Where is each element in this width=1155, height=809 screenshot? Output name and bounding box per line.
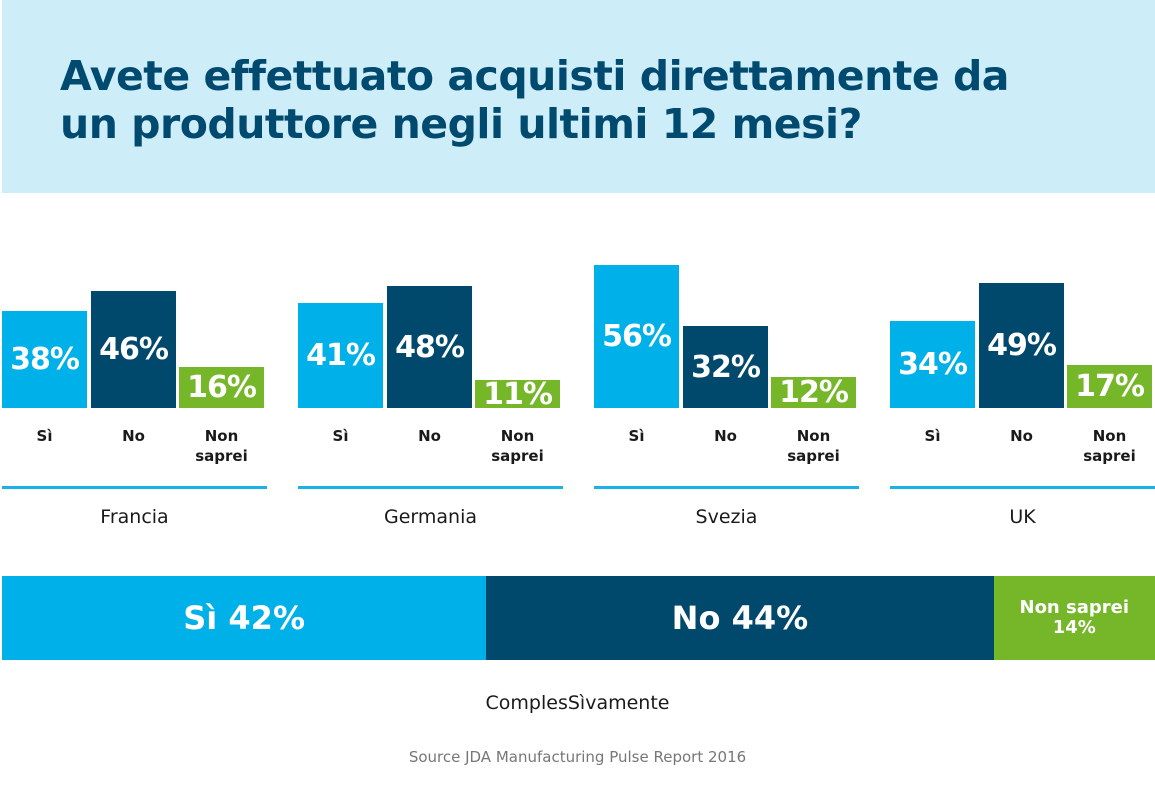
overall-segment-non-saprei: Non saprei 14% [993,576,1155,660]
group-divider [594,486,859,489]
overall-label: ComplesSìvamente [485,692,670,714]
bar-value-label: 12% [779,375,849,410]
country-group: 34% Sì 49% No 17% Non saprei UK [890,230,1155,530]
bar-non-saprei: 16% [179,367,264,408]
category-label: No [122,427,145,445]
bar-si: 38% [2,311,87,408]
bar-value-label: 34% [898,347,968,382]
country-group: 56% Sì 32% No 12% Non saprei Svezia [594,230,859,530]
overall-segment-si: Sì 42% [2,576,487,660]
bar-value-label: 11% [483,376,553,412]
bar-non-saprei: 11% [475,377,560,412]
category-label: Sì [628,427,645,445]
category-label: No [418,427,441,445]
bar-value-label: 46% [99,332,169,367]
source-note: Source JDA Manufacturing Pulse Report 20… [408,748,747,766]
overall-segment-no: No 44% [486,576,994,660]
category-label: Non saprei [195,427,248,465]
bar-value-label: 38% [10,342,80,377]
category-label: No [1010,427,1033,445]
category-label: Non saprei [1083,427,1136,465]
bar-value-label: 16% [187,370,257,405]
bar-value-label: 48% [395,329,465,365]
bar-value-label: 41% [306,338,376,373]
category-label: Non saprei [787,427,840,465]
bar-non-saprei: 12% [771,375,856,410]
overall-stacked-bar: Sì 42% No 44% Non saprei 14% [2,576,1155,660]
bar-value-label: 56% [602,319,672,354]
group-divider [2,486,267,489]
country-group: 41% Sì 48% No 11% Non saprei Germania [298,230,563,530]
category-label: Sì [36,427,53,445]
header-banner: Avete effettuato acquisti direttamente d… [2,0,1155,193]
bar-non-saprei: 17% [1067,365,1152,408]
bar-no: 46% [91,291,176,408]
bar-no: 49% [979,283,1064,408]
country-label: Svezia [695,506,758,528]
group-divider [890,486,1155,489]
category-label: No [714,427,737,445]
bar-no: 32% [683,326,768,408]
country-label: Germania [383,506,477,528]
category-label: Non saprei [491,427,544,465]
country-group: 38% Sì 46% No 16% Non saprei Francia [2,230,267,530]
category-label: Sì [924,427,941,445]
country-label: UK [1009,506,1036,528]
bar-value-label: 17% [1075,369,1145,404]
bar-value-label: 49% [987,328,1057,363]
bar-no: 48% [387,286,472,408]
bar-value-label: 32% [691,349,761,385]
bar-si: 56% [594,265,679,408]
bar-si: 41% [298,303,383,408]
group-divider [298,486,563,489]
country-label: Francia [100,506,169,528]
chart-title: Avete effettuato acquisti direttamente d… [60,52,1009,148]
category-label: Sì [332,427,349,445]
bar-si: 34% [890,321,975,408]
